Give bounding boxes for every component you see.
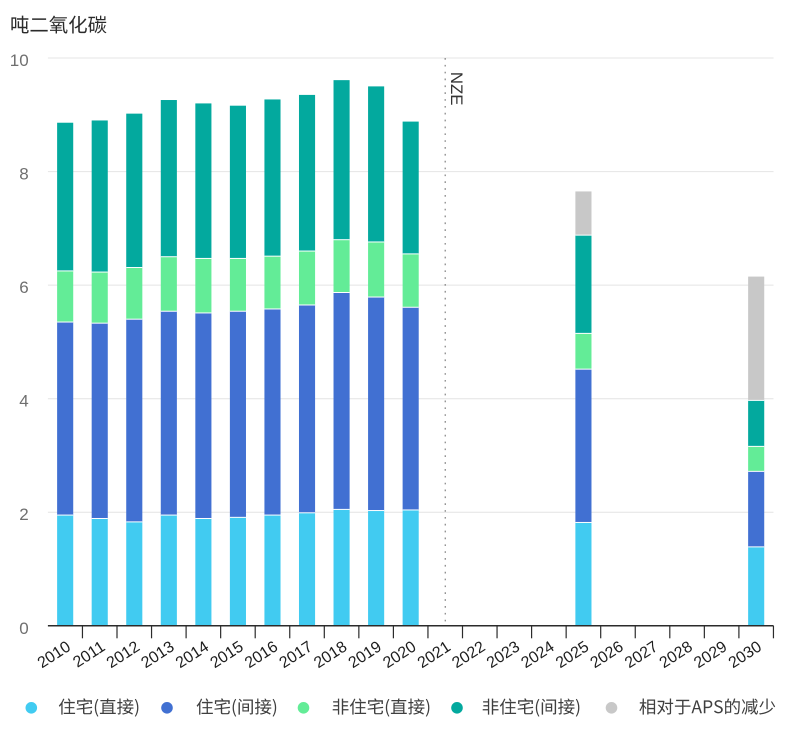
svg-text:10: 10 [10, 51, 29, 70]
svg-text:0: 0 [19, 619, 28, 638]
svg-text:2: 2 [19, 505, 28, 524]
svg-text:NZE: NZE [447, 72, 466, 106]
svg-text:8: 8 [19, 165, 28, 184]
svg-text:4: 4 [19, 392, 28, 411]
svg-text:6: 6 [19, 278, 28, 297]
